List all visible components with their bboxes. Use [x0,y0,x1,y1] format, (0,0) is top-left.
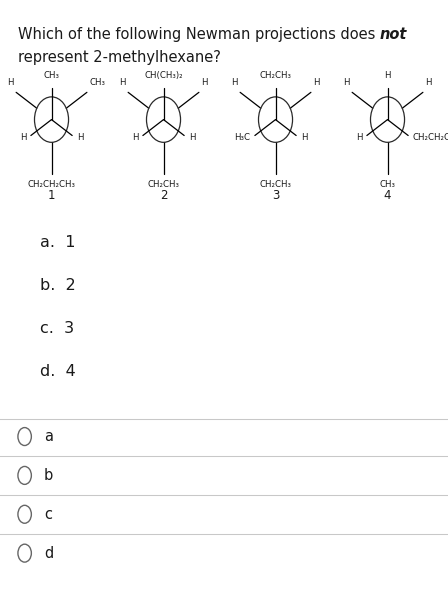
Text: H: H [20,133,26,142]
Text: H: H [301,133,307,142]
Text: H: H [7,78,14,87]
Text: H: H [313,78,320,87]
Text: 1: 1 [48,190,55,203]
Text: not: not [380,27,407,42]
Text: H: H [384,71,391,80]
Text: 3: 3 [272,190,279,203]
Text: H: H [77,133,83,142]
Text: CH₃: CH₃ [379,180,396,190]
Text: a.  1: a. 1 [40,234,76,250]
Text: CH₂CH₃: CH₂CH₃ [259,180,292,190]
Text: CH₃: CH₃ [43,71,60,80]
Text: H: H [132,133,138,142]
Text: c: c [44,507,52,522]
Text: H: H [425,78,432,87]
Text: H: H [119,78,126,87]
Text: b.  2: b. 2 [40,277,76,293]
Text: CH₃: CH₃ [89,78,105,87]
Text: H: H [343,78,350,87]
Text: c.  3: c. 3 [40,321,74,336]
Text: CH₂CH₃: CH₂CH₃ [259,71,292,80]
Text: H: H [231,78,238,87]
Text: H: H [189,133,195,142]
Text: CH₂CH₂CH₂CH₃: CH₂CH₂CH₂CH₃ [413,133,448,142]
Text: Which of the following Newman projections does: Which of the following Newman projection… [18,27,380,42]
Text: H: H [201,78,208,87]
Text: CH₂CH₃: CH₂CH₃ [147,180,180,190]
Text: d: d [44,545,53,561]
Text: CH(CH₃)₂: CH(CH₃)₂ [144,71,183,80]
Text: CH₂CH₂CH₃: CH₂CH₂CH₃ [27,180,76,190]
Text: H: H [356,133,362,142]
Text: H₃C: H₃C [234,133,250,142]
Text: 4: 4 [384,190,391,203]
Text: b: b [44,468,53,483]
Text: a: a [44,429,53,444]
Text: represent 2-methylhexane?: represent 2-methylhexane? [18,50,221,65]
Text: 2: 2 [160,190,167,203]
Text: d.  4: d. 4 [40,364,76,379]
